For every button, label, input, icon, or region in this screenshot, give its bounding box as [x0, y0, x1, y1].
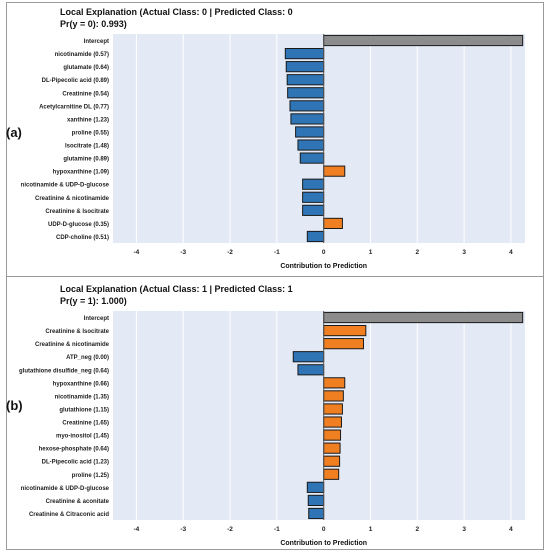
- explanation-chart-b: Local Explanation (Actual Class: 1 | Pre…: [19, 284, 525, 547]
- category-label: glutamate (0.64): [63, 65, 109, 71]
- category-label: proline (0.55): [72, 130, 109, 136]
- explanation-chart-a: Local Explanation (Actual Class: 0 | Pre…: [21, 7, 525, 270]
- x-tick-label: 4: [509, 526, 513, 533]
- bar: [285, 61, 325, 73]
- bar: [302, 191, 325, 203]
- bar: [297, 139, 325, 151]
- category-label: UDP-D-glucose (0.35): [48, 222, 109, 228]
- bar: [323, 455, 341, 467]
- x-tick-label: -2: [227, 249, 233, 256]
- bar: [323, 217, 343, 230]
- category-label: Creatinine & nicotinamide: [35, 196, 110, 202]
- category-label: DL-Pipecolic acid (0.89): [42, 78, 109, 84]
- bar: [290, 113, 325, 125]
- category-label: Acetylcarnitine DL (0.77): [39, 104, 109, 110]
- bar: [323, 165, 346, 177]
- x-tick-label: -3: [180, 249, 186, 256]
- x-tick-label: 3: [462, 526, 466, 533]
- bar: [323, 311, 524, 324]
- bar: [307, 494, 325, 507]
- x-tick-label: 4: [509, 249, 513, 256]
- bar: [302, 178, 325, 190]
- x-axis-label: Contribution to Prediction: [280, 263, 367, 270]
- category-label: Creatinine & Isocitrate: [45, 329, 109, 335]
- x-tick-label: -1: [274, 526, 280, 533]
- bar: [306, 481, 325, 493]
- bar: [289, 100, 325, 112]
- panel-label-a: (a): [6, 125, 22, 140]
- x-tick-label: -3: [180, 526, 186, 533]
- category-label: nicotinamide & UDP-D-glucose: [21, 486, 110, 492]
- x-tick-label: 2: [416, 249, 420, 256]
- bar: [297, 364, 325, 376]
- x-tick-label: 2: [416, 526, 420, 533]
- bar: [308, 507, 325, 520]
- category-label: Creatinine (1.65): [62, 421, 109, 427]
- category-label: Creatinine & aconitate: [46, 499, 110, 505]
- category-label: Creatinine (0.54): [62, 91, 109, 97]
- bar: [323, 390, 344, 402]
- x-tick-label: 1: [369, 526, 373, 533]
- category-label: glutathione (1.15): [59, 407, 109, 413]
- chart-title: Local Explanation (Actual Class: 0 | Pre…: [60, 7, 293, 17]
- bar: [323, 416, 342, 428]
- bar: [286, 74, 325, 86]
- panel-separator: [6, 276, 544, 277]
- category-label: nicotinamide (0.57): [55, 52, 109, 58]
- x-axis-label: Contribution to Prediction: [280, 540, 367, 547]
- category-label: ATP_neg (0.00): [66, 355, 109, 361]
- bar: [292, 351, 325, 363]
- x-tick-label: -4: [134, 526, 140, 533]
- category-label: DL-Pipecolic acid (1.23): [42, 460, 109, 466]
- chart-subtitle: Pr(y = 1): 1.000): [60, 296, 127, 306]
- category-label: hypoxanthine (0.66): [53, 381, 109, 387]
- category-label: xanthine (1.23): [67, 117, 109, 123]
- x-tick-label: 0: [322, 526, 326, 533]
- panel-label-b: (b): [6, 398, 23, 413]
- category-label: Isocitrate (1.48): [65, 144, 109, 150]
- bar: [323, 324, 367, 337]
- bar: [287, 87, 325, 99]
- category-label: myo-inositol (1.45): [56, 434, 109, 440]
- category-label: glutathione disulfide_neg (0.64): [19, 368, 109, 374]
- bar: [323, 403, 343, 415]
- x-tick-label: -4: [134, 249, 140, 256]
- bar: [306, 230, 325, 243]
- category-label: nicotinamide (1.35): [55, 394, 109, 400]
- bar: [323, 377, 346, 389]
- category-label: hexose-phosphate (0.64): [39, 447, 109, 453]
- bar: [295, 126, 325, 138]
- chart-subtitle: Pr(y = 0): 0.993): [60, 19, 127, 29]
- category-label: Creatinine & Isocitrate: [45, 209, 109, 215]
- category-label: hypoxanthine (1.09): [53, 170, 109, 176]
- x-tick-label: 1: [369, 249, 373, 256]
- bar: [323, 338, 364, 350]
- x-tick-label: -1: [274, 249, 280, 256]
- bar: [323, 468, 340, 480]
- bar: [323, 429, 342, 441]
- category-label: nicotinamide & UDP-D-glucose: [21, 183, 110, 189]
- category-label: Creatinine & Citraconic acid: [29, 512, 109, 518]
- bar: [323, 34, 524, 47]
- category-label: Creatinine & nicotinamide: [35, 342, 110, 348]
- bar: [323, 442, 341, 454]
- category-label: Intercept: [84, 316, 109, 322]
- x-tick-label: 0: [322, 249, 326, 256]
- category-label: CDP-choline (0.51): [56, 235, 109, 241]
- x-tick-label: 3: [462, 249, 466, 256]
- bar: [299, 152, 325, 164]
- category-label: Intercept: [84, 39, 109, 45]
- bar: [302, 204, 325, 216]
- x-tick-label: -2: [227, 526, 233, 533]
- chart-title: Local Explanation (Actual Class: 1 | Pre…: [60, 284, 293, 294]
- bar: [284, 47, 325, 60]
- category-label: glutamine (0.89): [63, 157, 109, 163]
- category-label: proline (1.25): [72, 473, 109, 479]
